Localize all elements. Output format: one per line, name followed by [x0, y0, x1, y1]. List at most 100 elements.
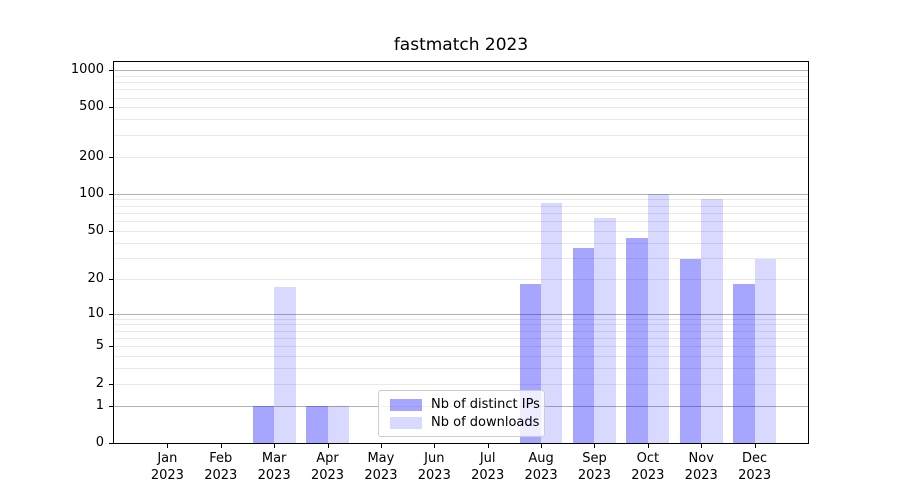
legend-item-distinct-ips: Nb of distinct IPs	[390, 396, 540, 413]
x-tick-mark-aug	[541, 444, 543, 448]
y-tick-label-10: 10	[87, 305, 104, 321]
x-tick-label-sep: Sep 2023	[562, 451, 626, 484]
gridline-major-10	[114, 313, 808, 315]
x-tick-label-month: May	[367, 451, 395, 466]
legend: Nb of distinct IPs Nb of downloads	[378, 390, 545, 437]
gridline-minor-4	[114, 356, 808, 358]
bar-dec-downloads	[754, 259, 776, 443]
gridline-minor-70	[114, 212, 808, 214]
x-tick-mark-nov	[701, 444, 703, 448]
bar-sep-downloads	[594, 218, 616, 443]
x-tick-mark-may	[380, 444, 382, 448]
y-tick-mark-10	[109, 313, 113, 315]
gridline-minor-80	[114, 205, 808, 207]
x-tick-label-oct: Oct 2023	[616, 451, 680, 484]
x-tick-label-may: May 2023	[349, 451, 413, 484]
gridline-minor-300	[114, 134, 808, 136]
x-tick-label-month: Jun	[424, 451, 445, 466]
y-tick-label-50: 50	[87, 222, 104, 238]
bar-oct-distinct-ips	[626, 237, 648, 443]
bar-nov-distinct-ips	[679, 259, 702, 443]
y-tick-label-1: 1	[95, 397, 104, 413]
x-tick-label-month: Jan	[157, 451, 178, 466]
y-tick-label-2: 2	[95, 375, 104, 391]
x-tick-mark-oct	[647, 444, 649, 448]
gridline-minor-40	[114, 242, 808, 244]
bar-aug-downloads	[541, 202, 563, 443]
x-tick-label-nov: Nov 2023	[669, 451, 733, 484]
y-tick-mark-200	[109, 156, 113, 158]
x-tick-mark-jun	[434, 444, 436, 448]
x-tick-mark-dec	[754, 444, 756, 448]
x-tick-label-month: Apr	[316, 451, 339, 466]
legend-label-distinct-ips: Nb of distinct IPs	[431, 397, 540, 412]
x-tick-label-year: 2023	[738, 467, 772, 483]
gridline-minor-90	[114, 199, 808, 201]
x-tick-label-month: Mar	[261, 451, 287, 466]
x-tick-mark-feb	[220, 444, 222, 448]
x-tick-label-year: 2023	[310, 467, 345, 483]
x-tick-mark-apr	[327, 444, 329, 448]
y-tick-mark-0	[109, 443, 113, 444]
gridline-minor-700	[114, 89, 808, 91]
plot-area	[113, 61, 809, 444]
x-tick-label-month: Oct	[636, 451, 660, 466]
y-tick-label-5: 5	[95, 338, 104, 354]
x-tick-label-dec: Dec 2023	[723, 451, 787, 484]
gridline-minor-900	[114, 75, 808, 77]
gridline-minor-50	[114, 230, 808, 232]
gridline-major-1000	[114, 70, 808, 72]
x-tick-label-year: 2023	[631, 467, 665, 483]
gridline-minor-500	[114, 107, 808, 109]
x-tick-label-year: 2023	[150, 467, 184, 483]
y-tick-mark-500	[109, 107, 113, 109]
legend-label-downloads: Nb of downloads	[431, 415, 540, 430]
gridline-minor-9	[114, 318, 808, 320]
bar-dec-distinct-ips	[733, 284, 755, 443]
x-tick-label-apr: Apr 2023	[296, 451, 360, 484]
gridline-minor-5	[114, 346, 808, 348]
x-tick-mark-mar	[274, 444, 276, 448]
x-tick-label-feb: Feb 2023	[189, 451, 253, 484]
y-tick-label-0: 0	[95, 435, 104, 450]
legend-swatch-downloads	[390, 416, 422, 429]
x-tick-label-year: 2023	[684, 467, 718, 483]
bar-oct-downloads	[647, 193, 670, 443]
gridline-minor-6	[114, 337, 808, 339]
x-tick-label-year: 2023	[577, 467, 611, 483]
x-tick-label-year: 2023	[471, 467, 505, 483]
legend-swatch-distinct-ips	[390, 398, 422, 411]
legend-item-downloads: Nb of downloads	[390, 414, 539, 431]
x-tick-label-month: Nov	[688, 451, 714, 466]
gridline-minor-8	[114, 324, 808, 326]
y-tick-label-100: 100	[79, 185, 104, 201]
bar-mar-downloads	[274, 286, 296, 443]
x-tick-label-month: Jul	[479, 451, 496, 466]
y-tick-mark-20	[109, 278, 113, 280]
y-tick-mark-2	[109, 383, 113, 385]
gridline-minor-3	[114, 368, 808, 370]
x-tick-label-year: 2023	[204, 467, 238, 483]
x-tick-label-month: Sep	[582, 451, 607, 466]
gridline-minor-400	[114, 119, 808, 121]
x-tick-mark-jul	[487, 444, 489, 448]
bar-nov-downloads	[701, 199, 723, 443]
gridline-minor-7	[114, 330, 808, 332]
x-tick-label-jun: Jun 2023	[402, 451, 466, 484]
gridline-minor-600	[114, 97, 808, 99]
bar-apr-distinct-ips	[306, 405, 328, 443]
x-tick-label-year: 2023	[364, 467, 398, 483]
x-tick-label-month: Feb	[209, 451, 233, 466]
bar-mar-distinct-ips	[252, 405, 275, 443]
x-tick-label-mar: Mar 2023	[242, 451, 306, 484]
gridline-minor-60	[114, 221, 808, 223]
gridline-major-100	[114, 193, 808, 195]
x-tick-label-jan: Jan 2023	[135, 451, 199, 484]
gridline-minor-200	[114, 156, 808, 158]
x-tick-label-jul: Jul 2023	[456, 451, 520, 484]
x-tick-label-month: Aug	[528, 451, 554, 466]
y-tick-label-20: 20	[87, 270, 104, 286]
bar-sep-distinct-ips	[573, 248, 595, 443]
y-tick-mark-50	[109, 230, 113, 232]
